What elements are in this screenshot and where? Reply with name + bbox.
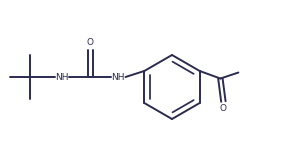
Text: NH: NH — [55, 73, 69, 82]
Text: O: O — [220, 104, 227, 113]
Text: O: O — [86, 38, 93, 47]
Text: NH: NH — [111, 73, 125, 82]
